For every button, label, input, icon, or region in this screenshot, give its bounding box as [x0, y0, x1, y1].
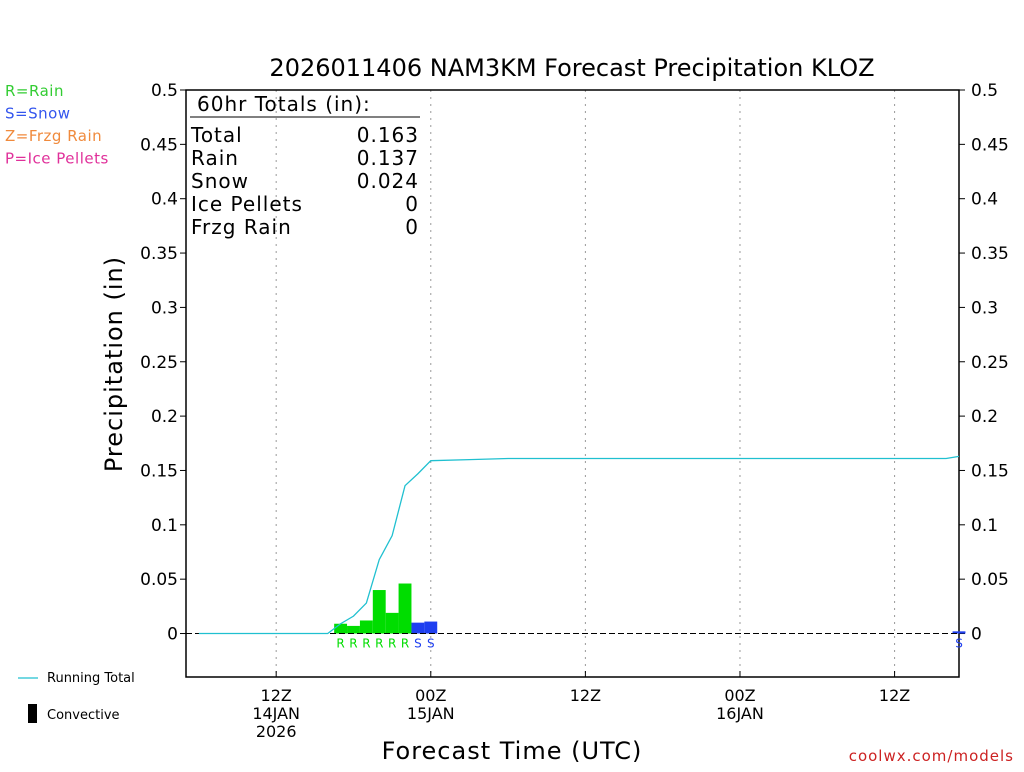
precip-type-label: R	[349, 637, 357, 651]
chart-title: 2026011406 NAM3KM Forecast Precipitation…	[269, 54, 874, 82]
x-tick-label: 12Z	[570, 686, 601, 705]
precip-type-label: R	[401, 637, 409, 651]
totals-row-label: Ice Pellets	[191, 192, 303, 216]
y-tick-label-left: 0.15	[140, 461, 178, 481]
y-tick-label-left: 0.3	[151, 298, 178, 318]
y-tick-label-left: 0.25	[140, 353, 178, 373]
totals-row-value: 0	[405, 215, 419, 239]
y-tick-label-left: 0.1	[151, 516, 178, 536]
totals-row-label: Snow	[191, 169, 249, 193]
y-tick-label-left: 0	[167, 625, 178, 645]
y-tick-label-right: 0.1	[971, 516, 998, 536]
precip-type-legend: R=Rain S=Snow Z=Frzg Rain P=Ice Pellets	[5, 82, 109, 168]
y-tick-label-right: 0.15	[971, 461, 1009, 481]
totals-row-value: 0	[405, 192, 419, 216]
type-legend-item: R=Rain	[5, 82, 64, 100]
totals-row-value: 0.163	[357, 123, 419, 147]
precip-bar	[347, 625, 360, 634]
y-tick-label-right: 0.45	[971, 135, 1009, 155]
precip-type-label: R	[336, 637, 344, 651]
x-axis-label: Forecast Time (UTC)	[382, 737, 643, 765]
precip-bar	[952, 631, 966, 634]
totals-row-label: Frzg Rain	[191, 215, 292, 239]
y-axis: 0 00.05 0.050.1 0.10.15 0.150.2 0.20.25 0.250.…	[140, 81, 1009, 645]
precip-bar	[424, 621, 438, 634]
totals-row-label: Rain	[191, 146, 239, 170]
precip-type-label: S	[414, 637, 422, 651]
convective-legend-swatch	[28, 704, 37, 723]
totals-row-value: 0.137	[357, 146, 419, 170]
running-total-legend-label: Running Total	[47, 671, 135, 686]
x-tick-label: 12Z	[879, 686, 910, 705]
x-tick-label: 15JAN	[407, 704, 455, 723]
precip-bar	[411, 622, 425, 634]
precip-type-label: S	[427, 637, 435, 651]
precip-bars	[334, 583, 966, 634]
y-tick-label-right: 0	[971, 625, 982, 645]
y-tick-label-right: 0.25	[971, 353, 1009, 373]
precip-bar	[398, 583, 412, 634]
x-tick-label: 14JAN	[252, 704, 300, 723]
plot-frame	[185, 89, 960, 678]
convective-legend-label: Convective	[47, 708, 120, 723]
y-tick-label-left: 0.45	[140, 135, 178, 155]
y-tick-label-right: 0.3	[971, 298, 998, 318]
totals-header: 60hr Totals (in):	[197, 92, 371, 116]
source-url: coolwx.com/models	[849, 747, 1014, 765]
y-tick-label-left: 0.05	[140, 570, 178, 590]
y-axis-label: Precipitation (in)	[100, 256, 128, 472]
x-tick-label: 16JAN	[716, 704, 764, 723]
totals-row-label: Total	[190, 123, 243, 147]
bottom-legend: Running Total Convective	[18, 671, 135, 723]
y-tick-label-left: 0.4	[151, 190, 178, 210]
x-tick-label: 12Z	[261, 686, 292, 705]
x-tick-label: 00Z	[415, 686, 446, 705]
y-tick-label-left: 0.35	[140, 244, 178, 264]
y-tick-label-right: 0.2	[971, 407, 998, 427]
precip-bar	[372, 590, 386, 634]
y-tick-label-right: 0.4	[971, 190, 998, 210]
running-total-line	[198, 455, 960, 635]
type-legend-item: Z=Frzg Rain	[5, 127, 102, 145]
y-tick-label-left: 0.5	[151, 81, 178, 101]
precip-type-label: R	[375, 637, 383, 651]
precip-bar	[359, 620, 373, 634]
totals-row-value: 0.024	[357, 169, 419, 193]
y-tick-label-right: 0.05	[971, 570, 1009, 590]
precip-type-label: R	[362, 637, 370, 651]
precip-bar	[334, 623, 348, 634]
x-tick-label: 2026	[256, 722, 297, 741]
y-tick-label-right: 0.5	[971, 81, 998, 101]
totals-box: 60hr Totals (in): Total 0.163 Rain 0.137 Sno…	[190, 92, 420, 239]
precip-type-label: R	[388, 637, 396, 651]
precip-bar	[385, 612, 399, 634]
precip-type-label: S	[955, 637, 963, 651]
type-legend-item: S=Snow	[5, 105, 71, 123]
y-tick-label-right: 0.35	[971, 244, 1009, 264]
x-tick-label: 00Z	[724, 686, 755, 705]
y-tick-label-left: 0.2	[151, 407, 178, 427]
type-legend-item: P=Ice Pellets	[5, 150, 109, 168]
